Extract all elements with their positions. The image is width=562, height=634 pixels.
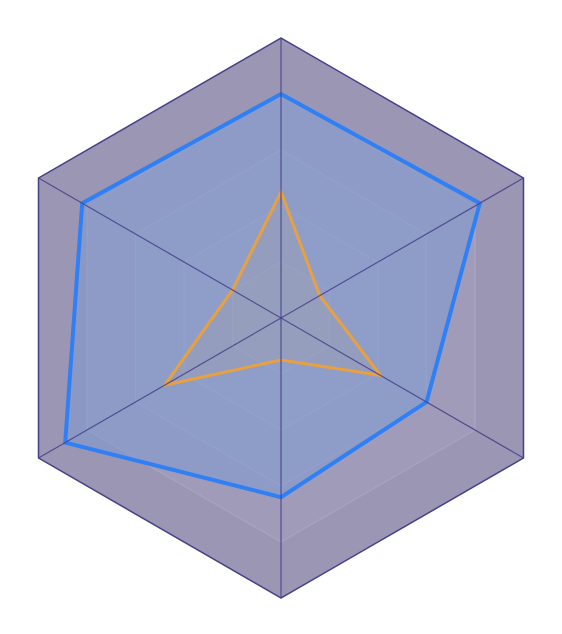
radar-axes (38, 38, 524, 598)
radar-axis-line (38, 177, 282, 319)
radar-axis-line (280, 317, 524, 459)
radar-axis-line (38, 317, 282, 459)
radar-axis-line (280, 177, 524, 319)
